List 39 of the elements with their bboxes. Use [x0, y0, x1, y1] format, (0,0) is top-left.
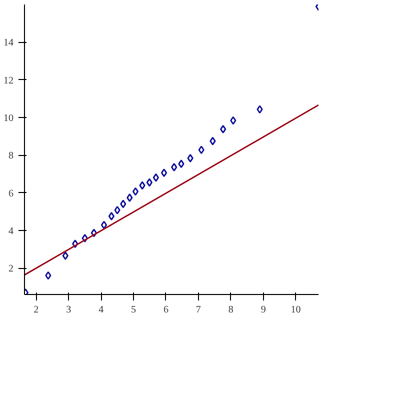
point [210, 136, 216, 146]
point [256, 105, 263, 114]
point [72, 240, 78, 248]
point [100, 220, 108, 230]
point [108, 212, 115, 220]
x-tick-label: 5 [131, 304, 136, 316]
point [82, 234, 88, 242]
x-tick-label: 2 [34, 304, 39, 316]
point [132, 187, 139, 196]
y-tick-label: 6 [8, 188, 14, 200]
point [160, 168, 168, 178]
x-tick-label: 10 [290, 304, 301, 316]
point [187, 154, 194, 162]
y-tick-label: 14 [4, 38, 14, 49]
point [220, 124, 226, 134]
x-tick-label: 8 [228, 304, 234, 316]
point [152, 173, 160, 182]
x-tick-label: 3 [66, 304, 72, 316]
x-tick-label: 7 [196, 304, 201, 316]
point [139, 181, 146, 190]
y-tick-label: 2 [8, 264, 14, 275]
point [198, 146, 204, 154]
x-tick-label: 9 [260, 304, 266, 316]
point [126, 193, 133, 202]
y-tick-label: 10 [4, 112, 14, 124]
y-tick-label: 12 [4, 75, 14, 86]
point [62, 251, 68, 260]
point [230, 116, 236, 125]
point [146, 178, 153, 187]
point [90, 228, 98, 238]
y-tick-label: 8 [8, 150, 14, 162]
x-tick-label: 4 [98, 304, 104, 316]
point [171, 162, 178, 172]
x-tick-label: 6 [163, 304, 168, 316]
point [178, 160, 184, 168]
y-tick-label: 4 [8, 226, 14, 237]
point [45, 271, 52, 280]
point [120, 200, 126, 208]
point [114, 206, 120, 214]
